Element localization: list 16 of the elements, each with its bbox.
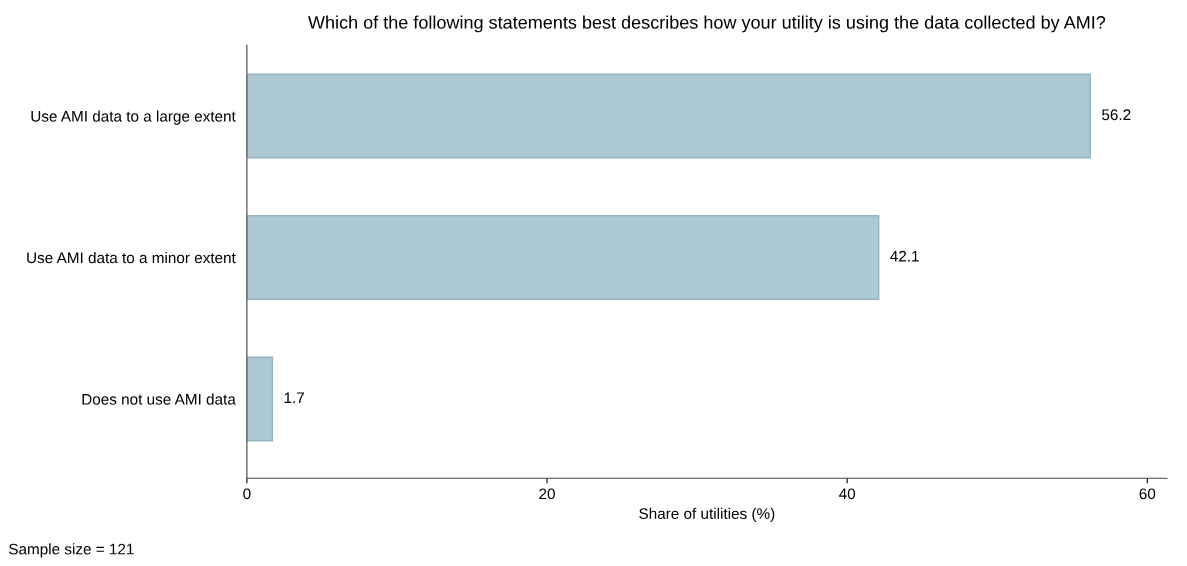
x-tick-label: 60: [1139, 488, 1156, 500]
x-tick-label: 20: [539, 488, 555, 500]
bar: [246, 356, 274, 442]
y-tick-label: Use AMI data to a large extent: [31, 110, 236, 125]
x-tick-label: 40: [839, 488, 856, 500]
data-label: 1.7: [284, 392, 304, 403]
text: Sample size = 121: [9, 543, 134, 558]
bar: [246, 215, 880, 300]
x-axis-title: Share of utilities (%): [639, 507, 775, 523]
bar: [246, 73, 1091, 159]
y-tick-label: Use AMI data to a minor extent: [27, 251, 236, 264]
data-label: 42.1: [890, 250, 919, 262]
y-tick-label: Does not use AMI data: [82, 393, 236, 405]
chart-title: Which of the following statements best describes how your utility is using the data collected by AMI?: [308, 15, 1106, 33]
data-label: 56.2: [1102, 109, 1131, 121]
x-tick-label: 0: [243, 488, 251, 500]
